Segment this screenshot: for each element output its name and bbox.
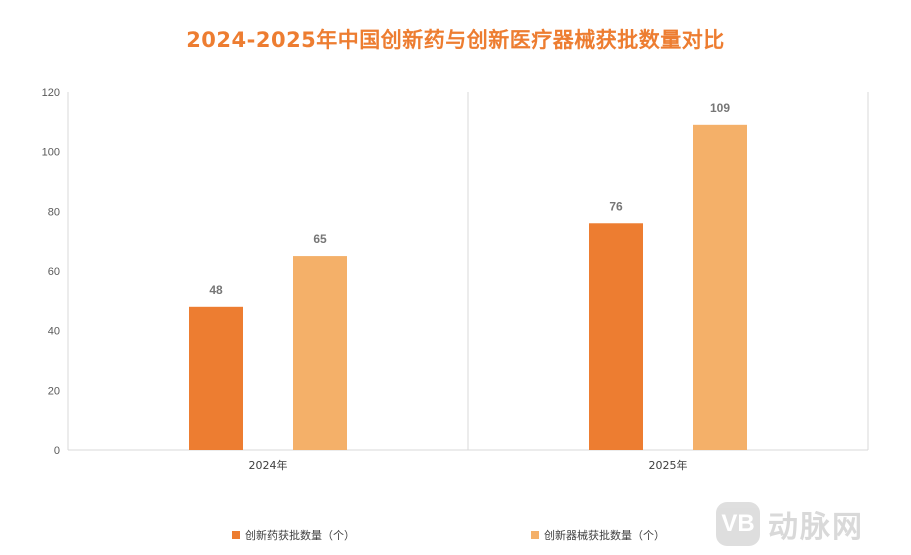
bar — [589, 223, 643, 450]
x-tick-label: 2025年 — [649, 458, 688, 472]
data-label: 109 — [710, 101, 730, 115]
y-tick-label: 20 — [48, 385, 60, 397]
y-tick-label: 0 — [54, 445, 60, 457]
legend-item-drug: 创新药获批数量（个） — [232, 527, 355, 543]
watermark-text: 动脉网 — [768, 510, 864, 545]
bar — [293, 256, 347, 450]
legend: 创新药获批数量（个） 创新器械获批数量（个） — [0, 527, 911, 545]
y-tick-label: 40 — [48, 326, 60, 338]
legend-swatch-drug — [232, 531, 240, 539]
legend-label-drug: 创新药获批数量（个） — [245, 529, 355, 542]
bar — [189, 306, 243, 450]
y-tick-label: 80 — [48, 206, 60, 218]
y-tick-label: 60 — [48, 266, 60, 278]
data-label: 48 — [209, 283, 223, 297]
watermark: VB 动脉网 — [716, 500, 906, 548]
bar-chart: 0 20 40 60 80 100 120 48 65 2024年 76 109 2025年 — [42, 87, 869, 472]
chart-title: 2024-2025年中国创新药与创新医疗器械获批数量对比 — [186, 28, 725, 52]
data-label: 65 — [313, 232, 327, 246]
bar — [693, 124, 747, 451]
watermark-logo-icon: VB — [716, 502, 760, 546]
legend-label-device: 创新器械获批数量（个） — [544, 529, 665, 542]
y-tick-label: 100 — [42, 147, 60, 159]
legend-swatch-device — [531, 531, 539, 539]
y-tick-label: 120 — [42, 87, 60, 99]
x-tick-label: 2024年 — [249, 458, 288, 472]
data-label: 76 — [609, 199, 623, 213]
legend-item-device: 创新器械获批数量（个） — [531, 527, 665, 543]
